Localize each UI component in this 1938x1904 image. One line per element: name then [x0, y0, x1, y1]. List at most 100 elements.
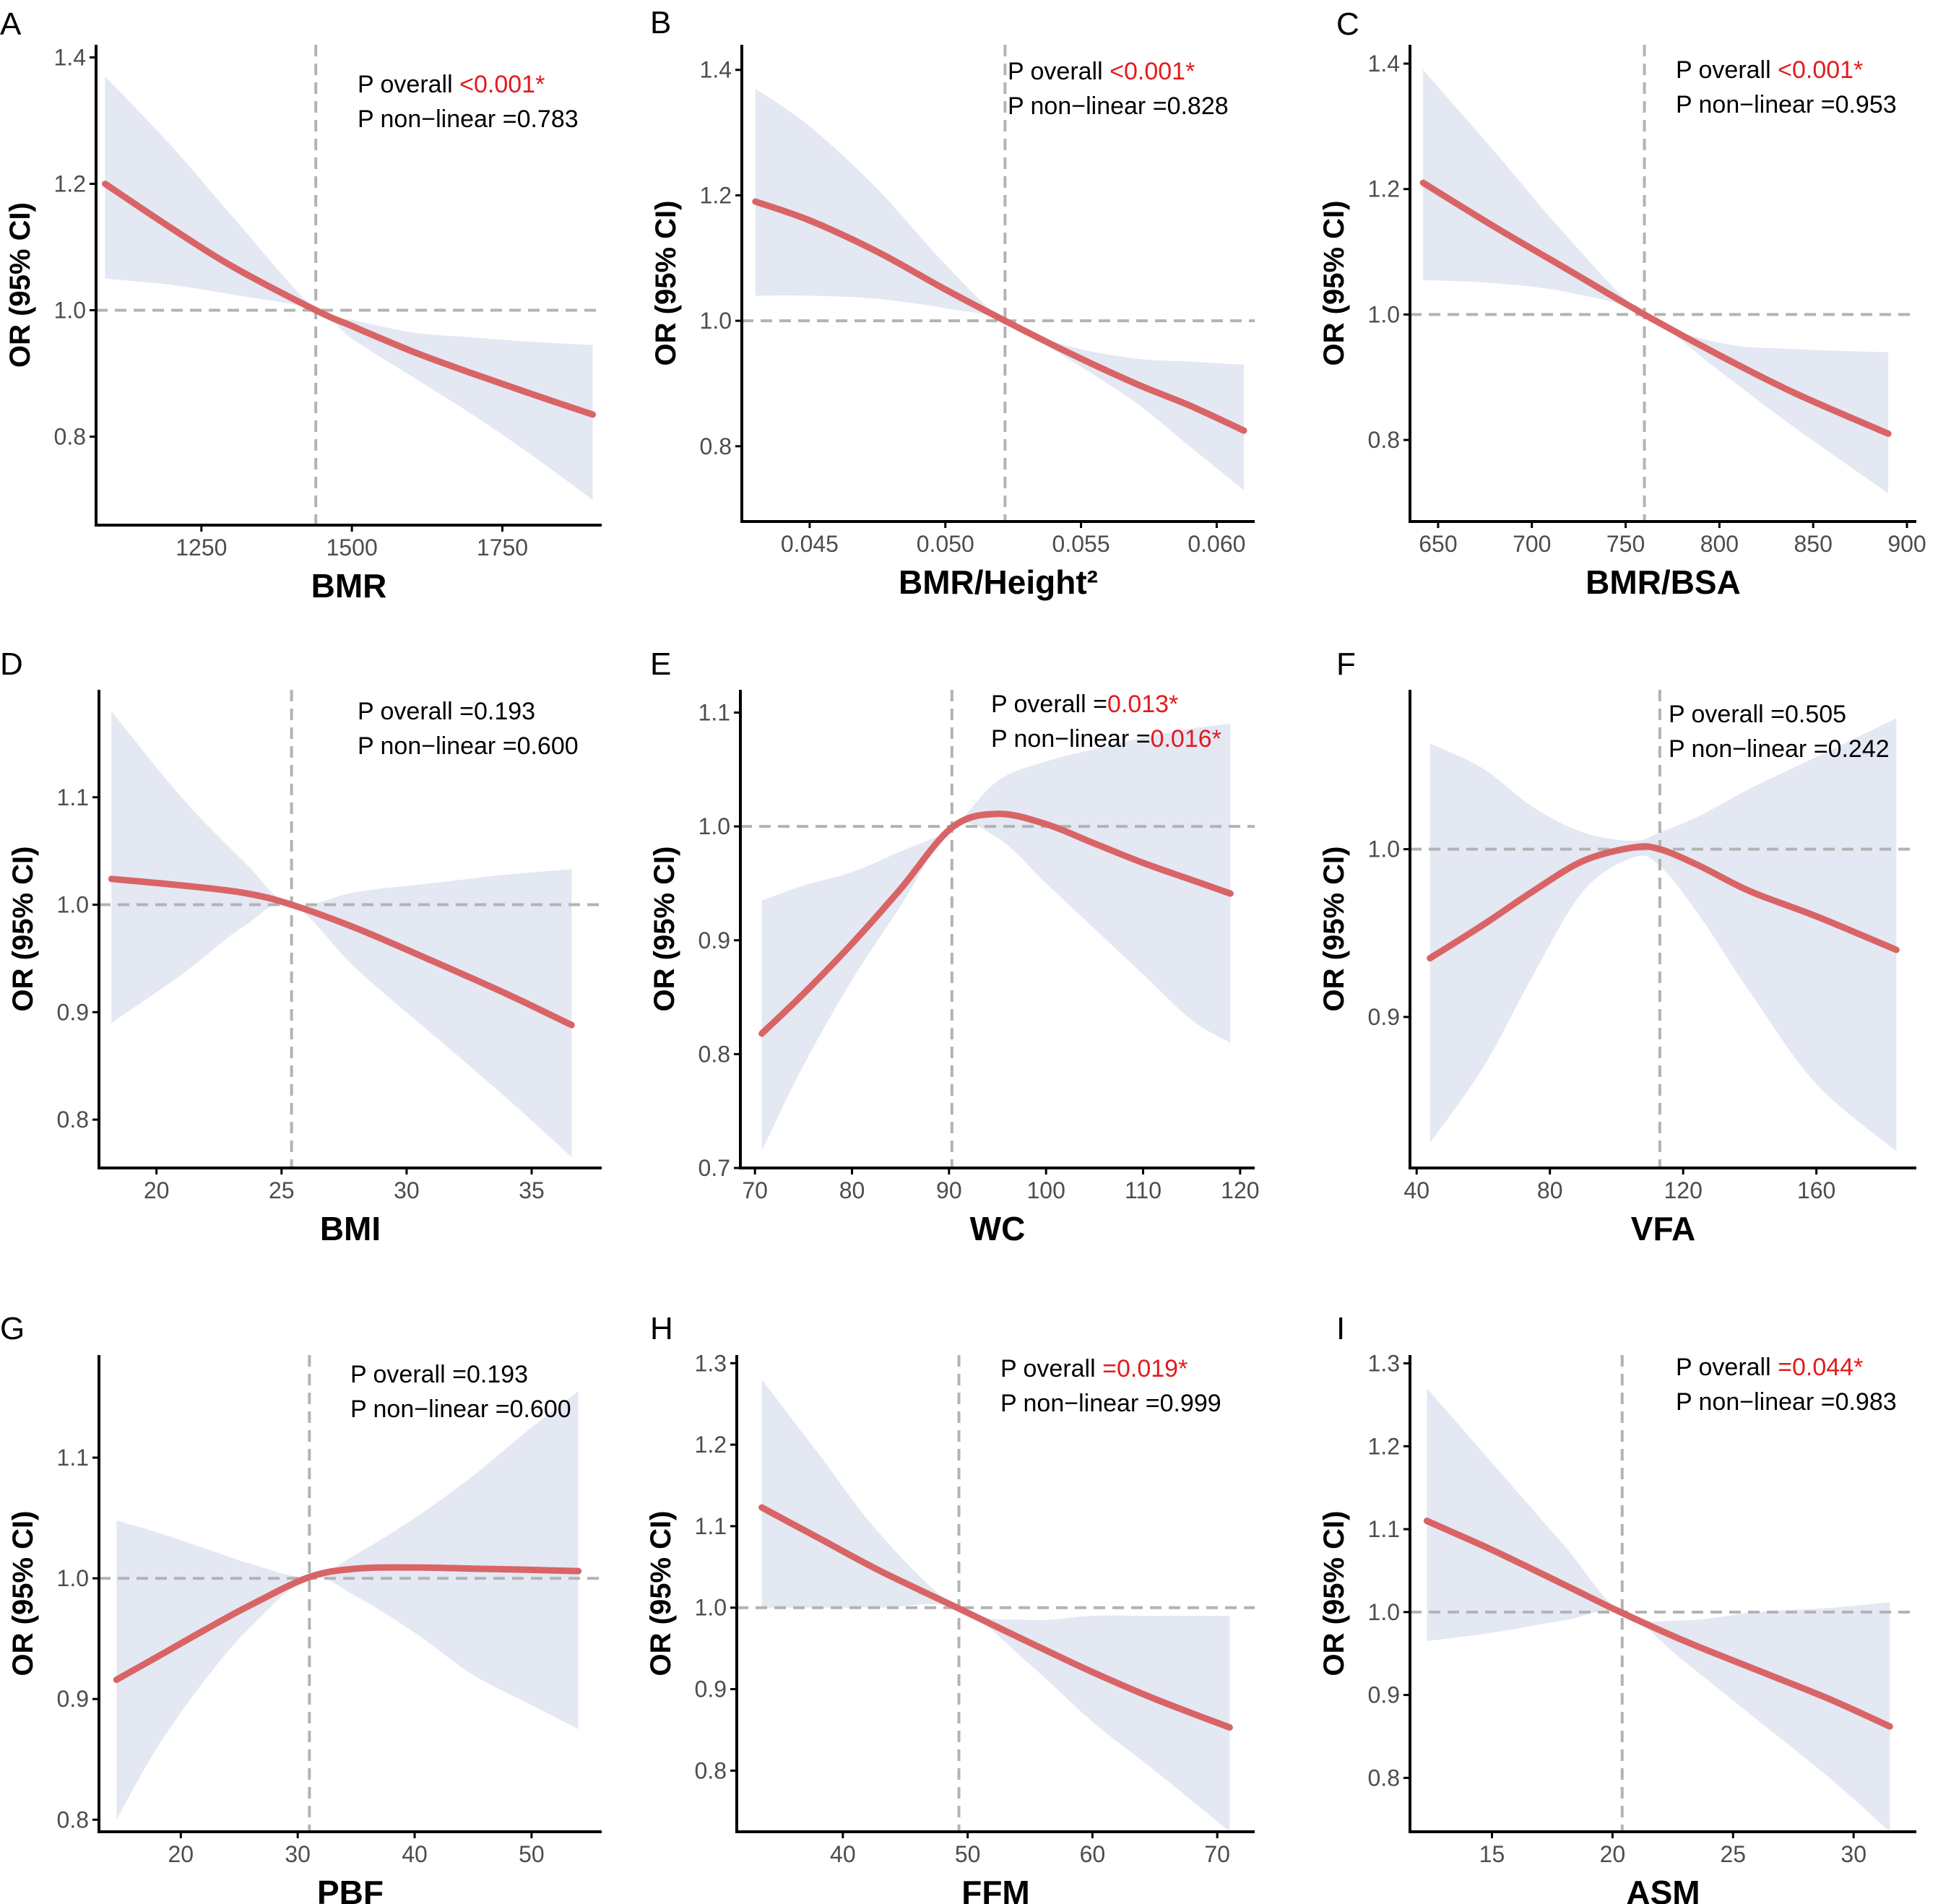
p-nonlinear-annotation: P non−linear =0.783: [358, 105, 579, 133]
annotation-label: P overall =: [358, 698, 474, 725]
annotation-value: 0.016*: [1151, 725, 1221, 753]
x-tick-label: 80: [839, 1177, 865, 1203]
x-axis-title: PBF: [317, 1874, 384, 1904]
x-tick-label: 120: [1221, 1177, 1259, 1203]
y-tick-label: 1.0: [57, 892, 89, 918]
y-tick-label: 0.9: [1368, 1004, 1400, 1030]
panel-g: G 0.8 0.9 1.0 1.1 20 30 40 50 PBF OR (95% CI) P ove…: [0, 1311, 602, 1904]
or-curve: [758, 1504, 1233, 1731]
ci-band: [761, 1379, 1230, 1832]
ci-band: [105, 76, 593, 500]
p-nonlinear-annotation: P non−linear =0.983: [1676, 1388, 1897, 1416]
ci-band: [755, 88, 1244, 490]
y-tick-label: 1.1: [695, 1513, 727, 1539]
y-axis-title: OR (95% CI): [4, 202, 36, 368]
x-tick-label: 700: [1513, 531, 1551, 557]
x-axis-title: FFM: [961, 1874, 1030, 1904]
x-tick-label: 20: [1600, 1841, 1626, 1867]
x-tick-label: 40: [830, 1841, 856, 1867]
x-tick-label: 30: [1840, 1841, 1866, 1867]
y-tick-label: 1.0: [1368, 301, 1400, 327]
x-tick-label: 15: [1479, 1841, 1505, 1867]
annotation-value: =0.019*: [1102, 1355, 1188, 1382]
or-curve: [108, 875, 575, 1029]
annotation-value: 0.193: [467, 1361, 528, 1388]
annotation-value: 0.953: [1835, 91, 1897, 118]
y-axis-title: OR (95% CI): [645, 1511, 677, 1676]
annotation-label: P non−linear =: [1676, 91, 1835, 118]
y-tick-label: 0.8: [695, 1757, 727, 1783]
y-tick-label: 1.0: [54, 298, 86, 324]
x-tick-label: 1500: [326, 535, 378, 561]
annotation-value: 0.193: [474, 698, 535, 725]
x-tick-label: 900: [1887, 531, 1926, 557]
x-tick-label: 90: [936, 1177, 962, 1203]
annotation-value: 0.600: [510, 1395, 571, 1423]
y-tick-label: 0.8: [698, 1041, 730, 1067]
y-tick-label: 1.0: [698, 813, 730, 839]
panel-i: I 0.8 0.9 1.0 1.1 1.2 1.3 15 20 25 30 ASM OR (95% CI…: [1318, 1311, 1916, 1904]
or-curve: [758, 810, 1234, 1037]
annotation-label: P non−linear =: [1669, 735, 1828, 763]
y-tick-label: 1.0: [1368, 1599, 1400, 1625]
y-tick-label: 0.9: [57, 999, 89, 1025]
p-overall-annotation: P overall =0.019*: [1000, 1355, 1188, 1382]
p-nonlinear-annotation: P non−linear =0.999: [1000, 1390, 1221, 1417]
x-axis-title: VFA: [1631, 1210, 1695, 1247]
y-tick-label: 1.4: [700, 57, 732, 83]
annotation-label: P overall =: [1669, 701, 1785, 728]
x-tick-label: 25: [269, 1177, 295, 1203]
x-tick-label: 50: [955, 1841, 981, 1867]
annotation-label: P non−linear =: [358, 732, 517, 760]
p-overall-annotation: P overall <0.001*: [1676, 56, 1863, 84]
x-axis-title: ASM: [1626, 1874, 1700, 1904]
x-tick-label: 120: [1664, 1177, 1702, 1203]
panel-letter: C: [1336, 7, 1359, 42]
annotation-label: P overall: [1676, 56, 1778, 84]
p-nonlinear-annotation: P non−linear =0.953: [1676, 91, 1897, 118]
annotation-label: P non−linear =: [1676, 1388, 1835, 1416]
y-tick-label: 0.8: [57, 1806, 89, 1832]
panel-c: C 0.8 1.0 1.2 1.4 650 700 750 800 850 900 BMR/BSA OR…: [1318, 7, 1926, 601]
or-curve: [102, 181, 596, 418]
annotation-value: <0.001*: [1109, 58, 1195, 85]
x-tick-label: 160: [1797, 1177, 1835, 1203]
ci-band: [111, 711, 572, 1158]
x-axis-title: BMR/BSA: [1586, 563, 1741, 601]
y-tick-label: 1.2: [695, 1432, 727, 1458]
panel-h: H 0.8 0.9 1.0 1.1 1.2 1.3 40 50 60 70 FFM OR (95% CI…: [645, 1311, 1255, 1904]
panel-letter: A: [0, 7, 22, 42]
x-tick-label: 0.045: [781, 531, 839, 557]
p-nonlinear-annotation: P non−linear =0.016*: [991, 725, 1221, 753]
annotation-value: 0.783: [517, 105, 579, 133]
y-tick-label: 0.8: [54, 424, 86, 450]
y-tick-label: 1.2: [54, 171, 86, 197]
y-tick-label: 1.0: [57, 1565, 89, 1591]
y-tick-label: 0.8: [1368, 427, 1400, 453]
x-tick-label: 25: [1721, 1841, 1747, 1867]
annotation-value: 0.600: [517, 732, 579, 760]
annotation-value: 0.505: [1785, 701, 1846, 728]
annotation-value: 0.242: [1828, 735, 1890, 763]
y-tick-label: 0.8: [1368, 1765, 1400, 1791]
annotation-label: P non−linear =: [1008, 92, 1167, 120]
x-axis-title: BMI: [320, 1210, 381, 1247]
annotation-value: =0.044*: [1778, 1354, 1863, 1381]
y-tick-label: 0.9: [1368, 1682, 1400, 1708]
annotation-label: P overall =: [991, 691, 1107, 718]
y-axis-title: OR (95% CI): [1318, 1511, 1350, 1676]
annotation-label: P non−linear =: [991, 725, 1151, 753]
or-curve: [113, 1564, 582, 1683]
x-axis-title: BMR: [311, 567, 387, 605]
y-tick-label: 1.0: [700, 308, 732, 334]
y-tick-label: 1.1: [57, 1445, 89, 1471]
panel-e: E 0.7 0.8 0.9 1.0 1.1 70 80 90 100 110 120 WC OR (95%…: [649, 646, 1260, 1247]
panel-a: A 0.8 1.0 1.2 1.4 1250 1500 1750 BMR OR (95% CI) P…: [0, 7, 602, 605]
panel-letter: I: [1336, 1311, 1345, 1346]
x-tick-label: 0.060: [1188, 531, 1245, 557]
y-tick-label: 1.3: [695, 1350, 727, 1376]
y-axis-title: OR (95% CI): [650, 201, 682, 366]
y-axis-title: OR (95% CI): [7, 847, 39, 1012]
panel-letter: D: [0, 646, 23, 682]
